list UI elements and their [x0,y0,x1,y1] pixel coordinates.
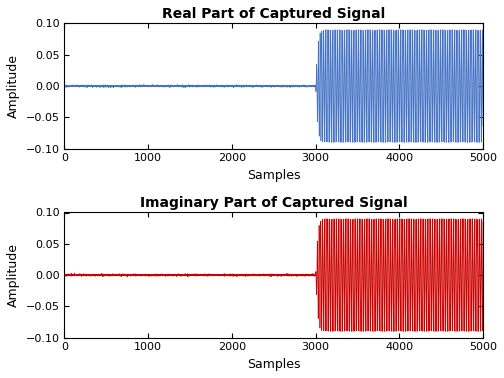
Y-axis label: Amplitude: Amplitude [7,243,20,307]
Y-axis label: Amplitude: Amplitude [7,54,20,118]
X-axis label: Samples: Samples [247,358,300,371]
X-axis label: Samples: Samples [247,169,300,182]
Title: Imaginary Part of Captured Signal: Imaginary Part of Captured Signal [140,196,408,210]
Title: Real Part of Captured Signal: Real Part of Captured Signal [162,7,386,21]
